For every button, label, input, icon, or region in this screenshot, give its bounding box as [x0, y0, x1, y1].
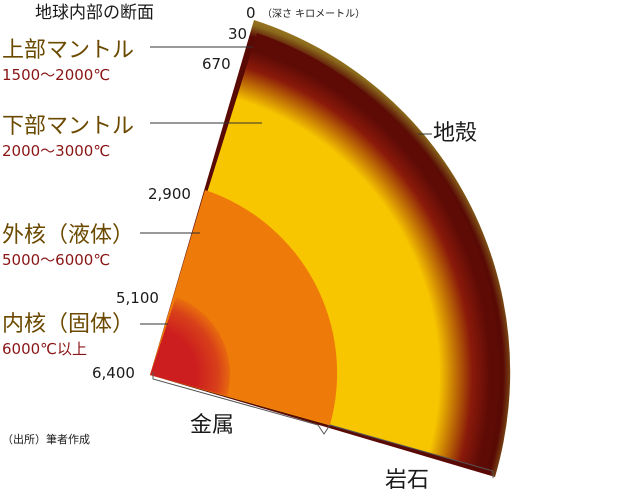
depth-0-label: 0: [246, 4, 256, 22]
depth-30-label: 30: [228, 25, 247, 43]
depth-2900-label: 2,900: [148, 185, 191, 203]
depth-6400-label: 6,400: [92, 364, 135, 382]
composition-brace: [152, 372, 494, 478]
diagram-title: 地球内部の断面: [35, 3, 154, 23]
inner-core-name: 内核（固体）: [2, 312, 134, 337]
outer-core-temperature: 5000～6000℃: [2, 251, 110, 269]
inner-core-temperature: 6000℃以上: [2, 340, 87, 358]
rock-label: 岩石: [385, 468, 429, 493]
metal-label: 金属: [190, 413, 234, 438]
upper-mantle-temperature: 1500～2000℃: [2, 66, 110, 84]
depth-5100-label: 5,100: [116, 289, 159, 307]
inner-core-layer: [150, 297, 230, 396]
crust-name: 地殻: [433, 121, 477, 146]
depth-unit-label: （深さ キロメートル）: [262, 8, 365, 20]
lower-mantle-name: 下部マントル: [2, 114, 134, 139]
source-note: （出所）筆者作成: [2, 432, 90, 446]
outer-core-name: 外核（液体）: [2, 223, 134, 248]
upper-mantle-name: 上部マントル: [2, 38, 134, 63]
lower-mantle-temperature: 2000～3000℃: [2, 142, 110, 160]
depth-670-label: 670: [202, 55, 231, 73]
